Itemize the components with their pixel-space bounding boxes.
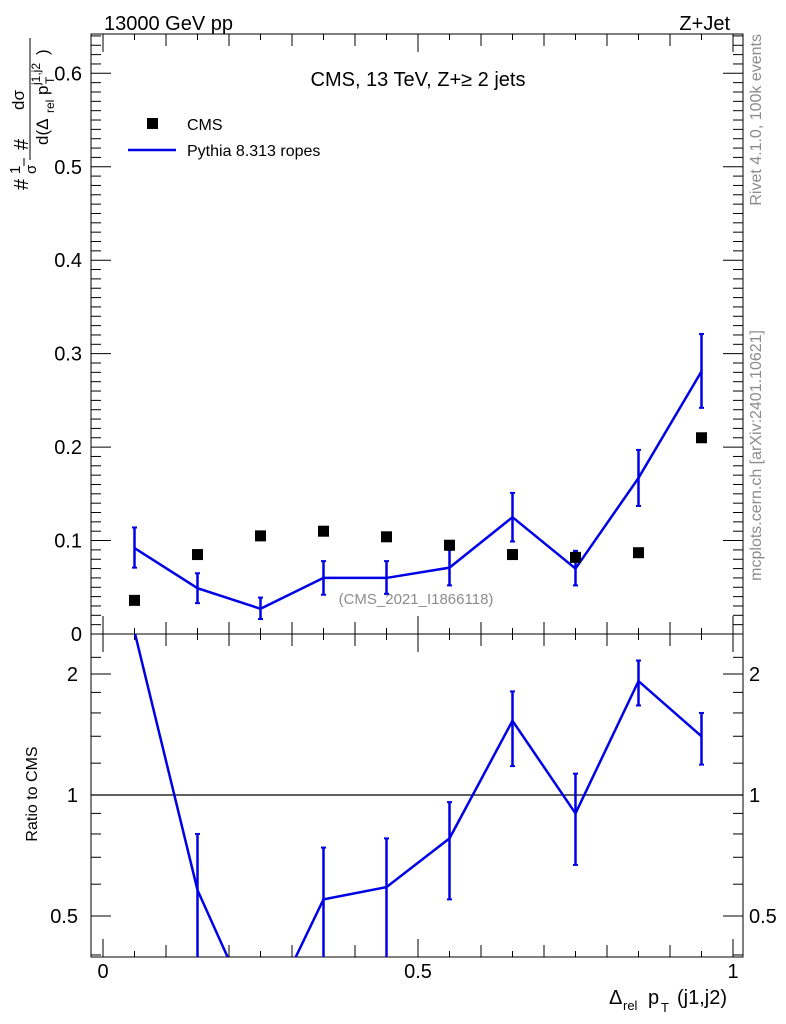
ratio-y-tick-label-left: 1 [67, 785, 78, 807]
main-y-tick-label: 0.6 [54, 63, 82, 85]
ratio-y-tick-label-right: 2 [749, 664, 760, 686]
ratio-y-tick-label-left: 2 [67, 664, 78, 686]
ratio-y-tick-labels: 0.5 0.5 1 1 2 2 [50, 664, 777, 928]
svg-text:T: T [43, 76, 57, 84]
svg-text:): ) [33, 49, 52, 55]
ratio-line [133, 634, 703, 957]
mc-line [133, 370, 703, 611]
cms-data-point [192, 549, 203, 561]
legend-mc-label: Pythia 8.313 ropes [187, 143, 320, 160]
main-y-tick-label: 0.2 [54, 437, 82, 459]
ratio-plot-panel: 0.5 0.51 12 2 0 0.5 1 [50, 633, 777, 983]
cms-data-point [507, 549, 518, 561]
ratio-y-tick-label-left: 0.5 [50, 906, 78, 928]
main-y-tick-label: 0.3 [54, 344, 82, 366]
mcplots-label: mcplots.cern.ch [arXiv:2401.10621] [748, 330, 765, 581]
main-y-axis-label: # 1 σ # dσ d(Δ rel p T j1,j2 ) [7, 38, 57, 190]
ratio-plot-marks [91, 634, 743, 957]
svg-text:j1,j2: j1,j2 [29, 63, 43, 86]
main-y-tick-labels: 0 0.1 0.2 0.3 0.4 0.5 0.6 [54, 63, 82, 646]
main-y-tick-label: 0 [71, 624, 82, 646]
svg-text:p: p [648, 987, 659, 1009]
ratio-y-tick-label-right: 1 [749, 785, 760, 807]
cms-data-point [255, 530, 266, 542]
legend-cms-marker [147, 118, 158, 129]
ratio-y-axis-label: Ratio to CMS [24, 746, 41, 841]
svg-text:rel: rel [623, 998, 638, 1013]
main-plot-panel: 0 0.1 0.2 0.3 0.4 0.5 0.6 CMS, 13 TeV, Z+≥ 2 j… [54, 33, 744, 646]
svg-text:rel: rel [43, 100, 57, 113]
svg-text:1: 1 [7, 166, 24, 174]
svg-text:dσ: dσ [9, 90, 28, 110]
main-y-tick-label: 0.1 [54, 531, 82, 553]
svg-text:T: T [661, 1000, 669, 1015]
svg-text:d(Δ: d(Δ [33, 119, 52, 145]
ratio-y-tick-label-right: 0.5 [749, 906, 777, 928]
cms-data-point [633, 547, 644, 559]
svg-text:p: p [33, 86, 52, 95]
header-right: Z+Jet [679, 13, 730, 35]
main-y-tick-label: 0.4 [54, 250, 82, 272]
x-tick-label: 0 [97, 961, 108, 983]
cms-data-point [381, 531, 392, 543]
svg-text:#: # [11, 178, 33, 190]
x-tick-label: 0.5 [404, 961, 432, 983]
cms-data-point [318, 525, 329, 537]
legend: CMS Pythia 8.313 ropes [128, 117, 320, 160]
main-axis-ticks [91, 34, 743, 635]
main-y-tick-label: 0.5 [54, 157, 82, 179]
x-tick-labels: 0 0.5 1 [97, 961, 738, 983]
cms-data-point [129, 594, 140, 606]
legend-cms-label: CMS [187, 117, 223, 134]
rivet-label: Rivet 4.1.0, 100k events [748, 34, 765, 206]
x-axis-label: Δ rel p T (j1,j2) [609, 987, 727, 1015]
cms-data-point [570, 551, 581, 563]
ratio-series-group [133, 634, 704, 957]
main-plot-title: CMS, 13 TeV, Z+≥ 2 jets [311, 69, 526, 91]
header-left: 13000 GeV pp [104, 13, 233, 35]
cms-data-point [444, 539, 455, 551]
analysis-watermark: (CMS_2021_I1866118) [339, 591, 494, 608]
main-plot-marks [129, 333, 707, 621]
svg-text:σ: σ [23, 164, 40, 174]
svg-text:Δ: Δ [609, 987, 622, 1009]
x-tick-label: 1 [727, 961, 738, 983]
svg-text:(j1,j2): (j1,j2) [677, 987, 727, 1009]
cms-data-point [696, 432, 707, 444]
svg-text:#: # [11, 138, 33, 150]
